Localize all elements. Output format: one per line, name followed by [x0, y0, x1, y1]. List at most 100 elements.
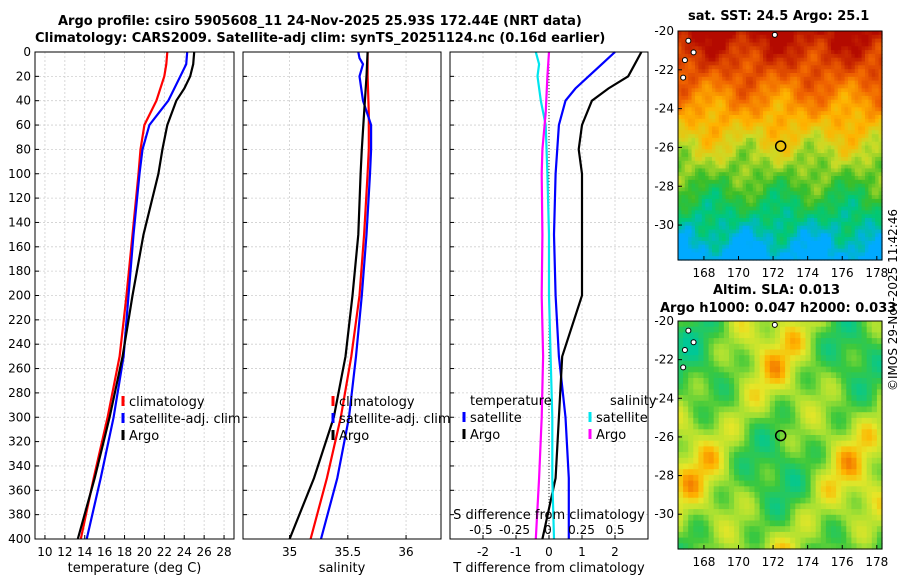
map-cell	[805, 429, 812, 436]
map-cell	[742, 191, 747, 196]
map-cell	[693, 417, 699, 425]
map-cell	[776, 50, 781, 55]
map-cell	[814, 76, 818, 82]
map-cell	[693, 480, 699, 487]
map-cell	[749, 57, 754, 63]
map-cell	[749, 202, 754, 208]
map-cell	[691, 225, 696, 231]
map-cell	[764, 406, 771, 413]
series-climatology	[309, 52, 370, 540]
map-cell	[797, 76, 801, 82]
map-cell	[837, 145, 842, 150]
map-cell	[718, 240, 723, 246]
map-cell	[701, 237, 706, 242]
map-cell	[688, 206, 693, 211]
map-cell	[800, 463, 807, 470]
map-cell	[773, 69, 778, 74]
map-cell	[858, 107, 863, 112]
map-cell	[678, 103, 682, 108]
map-cell	[780, 531, 786, 539]
map-cell	[868, 31, 873, 36]
map-cell	[729, 233, 733, 238]
map-cell	[861, 57, 866, 63]
map-cell	[703, 486, 710, 493]
map-cell	[780, 503, 786, 510]
map-cell	[701, 115, 706, 120]
map-cell	[780, 183, 784, 189]
map-cell	[749, 88, 754, 93]
map-cell	[776, 88, 781, 93]
map-cell	[708, 497, 715, 504]
map-cell	[790, 50, 795, 55]
map-cell	[739, 69, 744, 74]
map-cell	[797, 153, 801, 158]
map-cell	[684, 130, 689, 135]
map-cell	[834, 183, 839, 189]
map-cell	[815, 474, 822, 482]
map-cell	[848, 69, 852, 74]
map-cell	[790, 452, 796, 459]
map-cell	[684, 149, 689, 154]
map-cell	[705, 38, 710, 43]
map-cell	[807, 95, 812, 101]
map-cell	[744, 383, 750, 390]
map-cell	[763, 92, 767, 97]
map-cell	[708, 172, 713, 177]
map-cell	[734, 469, 740, 476]
map-cell	[764, 338, 771, 345]
map-cell	[763, 191, 767, 196]
map-cell	[834, 53, 839, 59]
map-cell	[807, 34, 812, 40]
map-cell	[769, 73, 774, 78]
map-cell	[844, 195, 849, 200]
map-cell	[681, 237, 686, 242]
map-cell	[861, 34, 866, 40]
map-cell	[807, 118, 812, 124]
map-cell	[678, 520, 684, 527]
map-cell	[783, 214, 788, 219]
map-cell	[824, 240, 829, 246]
map-cell	[746, 42, 750, 47]
map-cell	[744, 417, 750, 425]
map-cell	[763, 252, 767, 257]
map-cell	[742, 34, 747, 40]
map-cell	[754, 520, 761, 527]
map-cell	[759, 343, 766, 351]
map-cell	[752, 179, 757, 185]
map-cell	[851, 111, 856, 116]
map-cell	[756, 221, 761, 227]
map-cell	[759, 452, 766, 459]
map-cell	[698, 497, 705, 504]
map-cell	[824, 134, 829, 139]
map-cell	[814, 42, 818, 47]
map-cell	[871, 118, 876, 124]
map-cell	[837, 84, 842, 89]
map-cell	[878, 202, 883, 208]
map-cell	[800, 172, 805, 177]
map-cell	[749, 168, 754, 173]
map-cell	[858, 76, 863, 82]
map-cell	[754, 514, 761, 522]
map-cell	[878, 38, 883, 43]
map-cell	[844, 137, 849, 143]
map-cell	[734, 417, 740, 425]
map-cell	[807, 38, 812, 43]
map-cell	[759, 360, 766, 368]
map-cell	[800, 42, 805, 47]
map-cell	[698, 61, 703, 66]
map-cell	[786, 103, 791, 108]
map-cell	[749, 321, 756, 328]
map-cell	[814, 237, 818, 242]
map-cell	[729, 206, 733, 211]
map-cell	[807, 164, 812, 169]
map-cell	[820, 229, 825, 234]
map-cell	[786, 145, 791, 150]
map-cell	[754, 389, 761, 396]
map-cell	[701, 57, 706, 63]
map-cell	[718, 156, 723, 162]
map-cell	[783, 103, 788, 108]
map-cell	[793, 240, 798, 246]
map-cell	[831, 69, 835, 74]
map-cell	[684, 53, 689, 59]
map-cell	[739, 38, 744, 43]
